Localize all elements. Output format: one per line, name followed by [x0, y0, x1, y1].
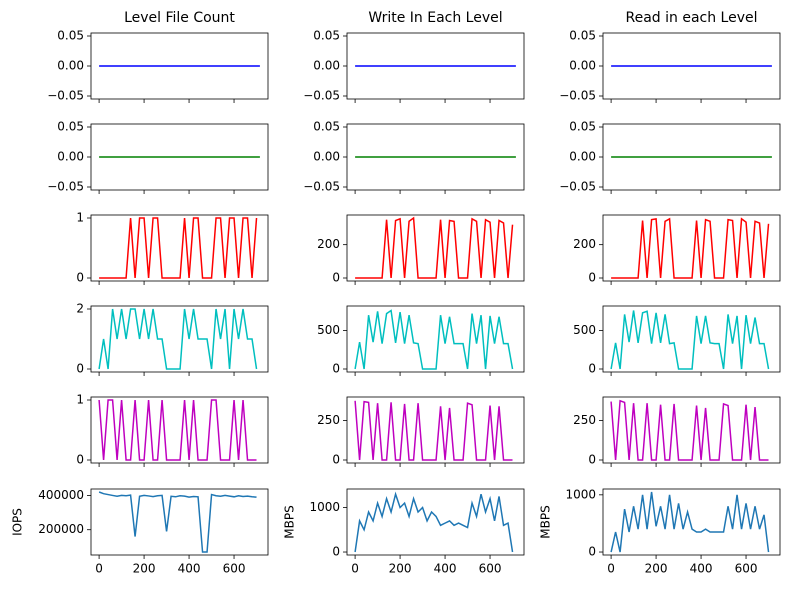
data-line — [98, 399, 257, 461]
y-tick-label: 1 — [76, 211, 84, 225]
axes-frame — [346, 214, 525, 282]
y-tick-label: −0.05 — [47, 89, 84, 103]
y-tick-label: 0.05 — [569, 120, 596, 134]
data-line — [98, 308, 258, 370]
data-line — [99, 217, 258, 279]
y-tick-label: 0.00 — [313, 150, 340, 164]
y-tick-label: 400000 — [38, 488, 84, 502]
axes-frame — [90, 396, 269, 464]
y-tick-label: 0.00 — [569, 150, 596, 164]
x-tick-label: 0 — [607, 562, 615, 576]
y-tick-label: 0.05 — [57, 29, 84, 43]
data-line — [355, 216, 514, 279]
x-tick-label: 200 — [645, 562, 668, 576]
y-tick-label: 0.00 — [313, 59, 340, 73]
x-tick-label: 200 — [133, 562, 156, 576]
data-line — [610, 310, 770, 370]
x-tick-label: 400 — [690, 562, 713, 576]
y-tick-label: 0 — [76, 271, 84, 285]
y-tick-label: 0 — [76, 453, 84, 467]
axes-frame — [602, 214, 781, 282]
y-tick-label: 1000 — [565, 487, 596, 501]
subplot-title: Level File Count — [124, 10, 235, 26]
axes-frame — [90, 214, 269, 282]
y-tick-label: 0.00 — [57, 150, 84, 164]
y-tick-label: 0.00 — [569, 59, 596, 73]
y-tick-label: 0.05 — [569, 29, 596, 43]
x-tick-label: 600 — [223, 562, 246, 576]
x-tick-label: 600 — [479, 562, 502, 576]
subplot-title: Read in each Level — [625, 10, 757, 26]
y-tick-label: 0.00 — [57, 59, 84, 73]
y-tick-label: 0 — [588, 545, 596, 559]
y-tick-label: 0 — [588, 362, 596, 376]
y-tick-label: 0 — [332, 545, 340, 559]
y-tick-label: 0 — [588, 453, 596, 467]
subplot-title: Write In Each Level — [368, 10, 502, 26]
y-tick-label: 0 — [588, 271, 596, 285]
y-tick-label: 1000 — [309, 500, 340, 514]
y-tick-label: 0 — [332, 271, 340, 285]
y-tick-label: 0 — [76, 362, 84, 376]
y-axis-label: MBPS — [283, 505, 297, 538]
data-line — [611, 217, 770, 279]
y-tick-label: 500 — [573, 323, 596, 337]
y-tick-label: −0.05 — [559, 89, 596, 103]
x-tick-label: 400 — [434, 562, 457, 576]
y-tick-label: 200 — [573, 237, 596, 251]
y-tick-label: 250 — [573, 413, 596, 427]
y-tick-label: 500 — [317, 323, 340, 337]
data-line — [98, 491, 257, 553]
y-tick-label: 0.05 — [313, 120, 340, 134]
data-line — [354, 309, 514, 370]
y-axis-label: IOPS — [11, 508, 25, 536]
data-line — [354, 491, 514, 553]
data-line — [354, 400, 513, 461]
axes-frame — [602, 305, 781, 373]
data-line — [610, 399, 769, 461]
axes-frame — [346, 305, 525, 373]
y-tick-label: −0.05 — [47, 180, 84, 194]
y-tick-label: 200000 — [38, 522, 84, 536]
data-line — [610, 491, 770, 553]
y-tick-label: 2 — [76, 302, 84, 316]
axes-frame — [346, 488, 525, 556]
axes-frame — [602, 396, 781, 464]
axes-frame — [346, 396, 525, 464]
x-tick-label: 400 — [178, 562, 201, 576]
y-tick-label: 0 — [332, 362, 340, 376]
x-tick-label: 0 — [95, 562, 103, 576]
x-tick-label: 0 — [351, 562, 359, 576]
y-tick-label: −0.05 — [303, 89, 340, 103]
axes-frame — [90, 305, 269, 373]
y-tick-label: 1 — [76, 393, 84, 407]
y-tick-label: 200 — [317, 237, 340, 251]
x-tick-label: 600 — [735, 562, 758, 576]
x-tick-label: 200 — [389, 562, 412, 576]
y-tick-label: 0 — [332, 453, 340, 467]
y-tick-label: −0.05 — [303, 180, 340, 194]
axes-frame — [90, 488, 269, 556]
y-tick-label: 0.05 — [313, 29, 340, 43]
y-tick-label: 250 — [317, 413, 340, 427]
y-tick-label: 0.05 — [57, 120, 84, 134]
axes-frame — [602, 488, 781, 556]
y-tick-label: −0.05 — [559, 180, 596, 194]
y-axis-label: MBPS — [539, 505, 553, 538]
